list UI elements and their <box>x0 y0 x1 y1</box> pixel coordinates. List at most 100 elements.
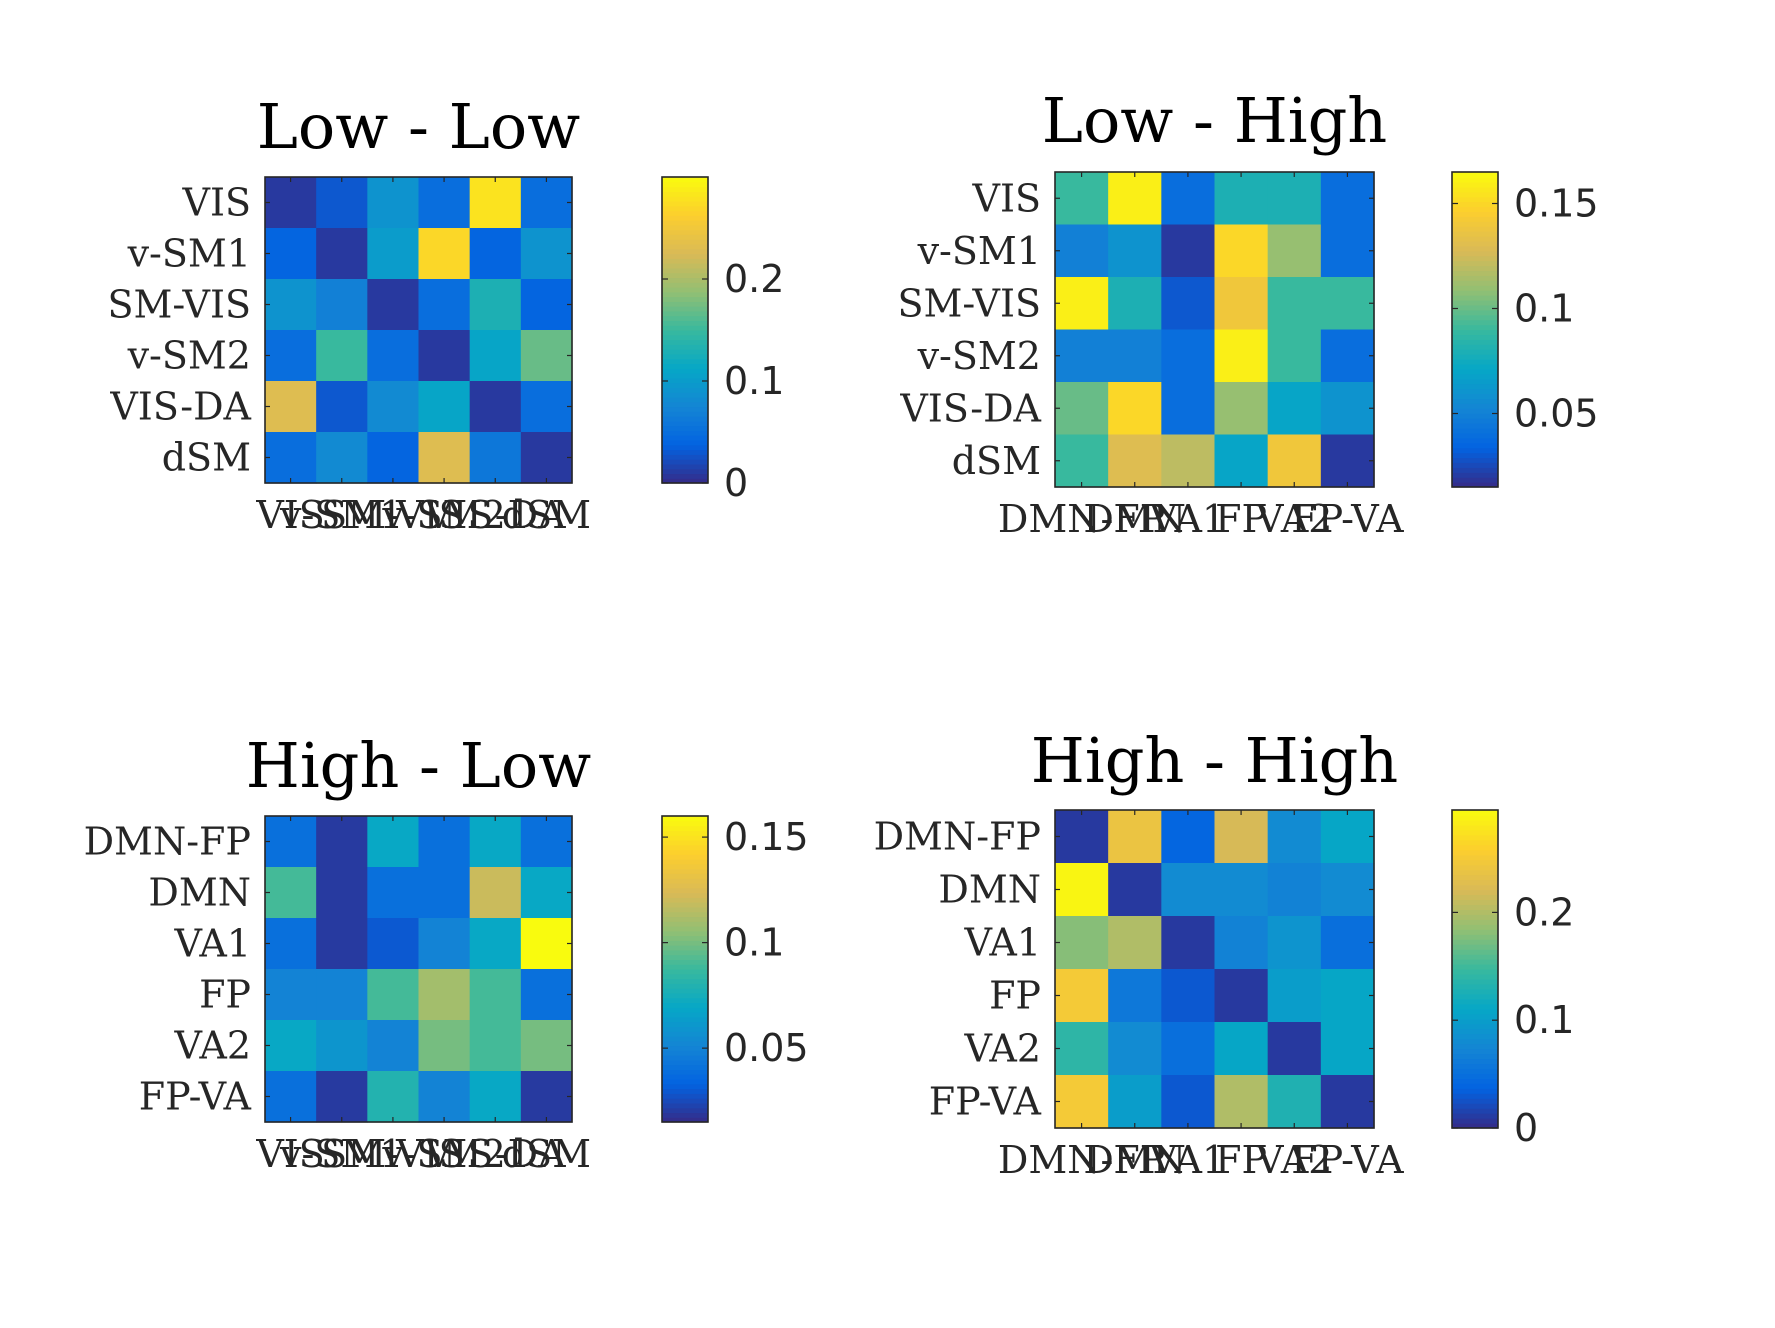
colorbar-segment <box>662 1112 708 1118</box>
heatmap-cell <box>367 1071 420 1123</box>
heatmap-cell <box>1320 1022 1375 1076</box>
colorbar-segment <box>1452 884 1498 891</box>
heatmap-cell <box>1161 969 1216 1023</box>
colorbar-segment <box>662 988 708 994</box>
colorbar-segment <box>662 382 708 388</box>
column-tick-label: DMN-FP <box>998 1138 1165 1182</box>
heatmap-cell <box>469 381 522 433</box>
colorbar-segment <box>662 925 708 932</box>
colorbar-segment <box>1452 1118 1498 1124</box>
colorbar-segment <box>1452 452 1498 459</box>
heatmap-cell <box>1161 224 1216 278</box>
colorbar-segment <box>1452 250 1498 257</box>
colorbar-segment <box>1452 1088 1498 1094</box>
colorbar-segment <box>1452 186 1498 193</box>
colorbar-segment <box>662 406 708 412</box>
colorbar-segment <box>1452 299 1498 306</box>
colorbar-segment <box>1452 235 1498 242</box>
panel-title: High - High <box>1031 724 1398 797</box>
heatmap-cell <box>1214 810 1269 864</box>
heatmap-cell <box>1267 382 1322 436</box>
colorbar-segment <box>1452 201 1498 208</box>
colorbar-segment <box>662 949 708 956</box>
colorbar-segment <box>662 224 708 231</box>
colorbar-segment <box>662 916 708 922</box>
heatmap-cell <box>1108 863 1162 917</box>
colorbar-segment <box>662 882 708 889</box>
colorbar-segment <box>662 839 708 846</box>
heatmap-cell <box>1161 434 1216 488</box>
colorbar-segment <box>1452 280 1498 286</box>
colorbar-segment <box>662 1069 708 1075</box>
colorbar-segment <box>662 239 708 245</box>
colorbar-segment <box>1452 1028 1498 1035</box>
heatmap-cell <box>469 1071 522 1123</box>
colorbar-frame <box>1451 171 1499 488</box>
colorbar-segment <box>1452 383 1498 390</box>
row-tick-label: VA1 <box>964 921 1041 965</box>
colorbar-segment <box>662 978 708 984</box>
row-tick-label: FP <box>989 974 1041 1018</box>
heatmap-cell <box>520 279 573 331</box>
colorbar-segment <box>662 416 708 422</box>
heatmap-cell <box>316 432 368 484</box>
colorbar-segment <box>1452 295 1498 301</box>
colorbar-segment <box>1452 1058 1498 1065</box>
colorbar-segment <box>1452 993 1498 1000</box>
colorbar-segment <box>662 358 708 365</box>
heatmap-cell <box>265 867 317 919</box>
heatmap-cell <box>265 918 317 970</box>
column-tick-label: VA1 <box>1149 1138 1226 1182</box>
colorbar-segment <box>1452 824 1498 831</box>
colorbar-segment <box>1452 904 1498 910</box>
colorbar-tick-label: 0.05 <box>1514 392 1599 436</box>
colorbar-segment <box>662 873 708 879</box>
heatmap-panel-3: High - Low DMN-FP DMN VA1 FP VA2 FP-VAVISv-SM1… <box>84 729 809 1176</box>
colorbar-tick-label: 0.05 <box>724 1026 809 1070</box>
colorbar-segment <box>662 954 708 961</box>
colorbar-segment <box>662 411 708 417</box>
heatmap-cell <box>265 816 317 868</box>
colorbar-segment <box>662 205 708 212</box>
colorbar-tick-label: 0.1 <box>724 921 784 965</box>
colorbar-segment <box>1452 329 1498 336</box>
colorbar-segment <box>662 969 708 975</box>
colorbar-segment <box>662 863 708 870</box>
colorbar-segment <box>662 1016 708 1023</box>
heatmap-cell <box>1214 916 1269 970</box>
heatmap-cell <box>418 1020 471 1072</box>
column-tick-label: DMN <box>1083 1138 1186 1182</box>
row-tick-label: DMN <box>938 868 1041 912</box>
column-tick-label: VIS <box>255 1132 325 1176</box>
heatmap-cell <box>469 432 522 484</box>
colorbar-segment <box>662 1098 708 1104</box>
colorbar-segment <box>662 282 708 288</box>
colorbar-segment <box>1452 240 1498 247</box>
colorbar-segment <box>1452 1053 1498 1060</box>
heatmap-cell <box>1267 1075 1322 1129</box>
colorbar-segment <box>1452 1108 1498 1114</box>
colorbar-segment <box>1452 849 1498 856</box>
column-tick-label: FP <box>1215 1138 1267 1182</box>
heatmap-cell <box>1161 277 1216 331</box>
colorbar-segment <box>1452 368 1498 375</box>
heatmap-cell <box>367 279 420 331</box>
colorbar-segment <box>662 1093 708 1099</box>
column-tick-label: VA2 <box>1255 1138 1332 1182</box>
colorbar-segment <box>662 301 708 307</box>
colorbar-segment <box>1452 363 1498 370</box>
colorbar-segment <box>1452 964 1498 970</box>
colorbar-segment <box>1452 403 1498 409</box>
panel-title: Low - High <box>1042 84 1387 157</box>
heatmap-cell <box>316 816 368 868</box>
colorbar-tick-label: 0.2 <box>724 257 784 301</box>
colorbar-segment <box>1452 181 1498 188</box>
heatmap-cell <box>1108 916 1162 970</box>
colorbar-segment <box>1452 472 1498 478</box>
heatmap-cell <box>1214 863 1269 917</box>
colorbar-segment <box>662 181 708 188</box>
colorbar-segment <box>662 325 708 331</box>
heatmap-cell <box>367 330 420 382</box>
heatmap-cell <box>1320 277 1375 331</box>
colorbar-segment <box>662 1007 708 1013</box>
